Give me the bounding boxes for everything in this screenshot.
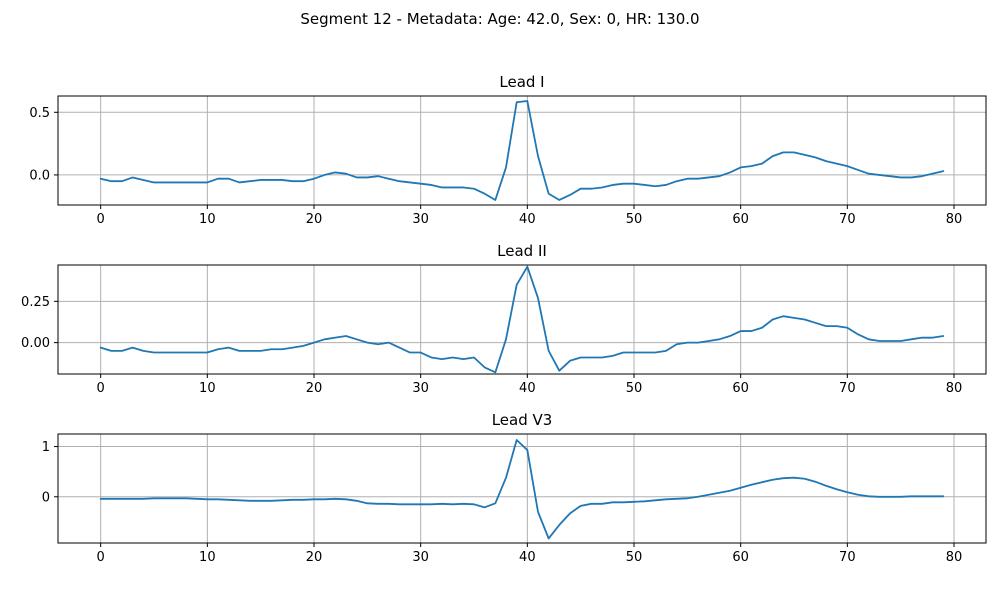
x-tick-label: 20 [306,381,323,396]
x-tick-label: 10 [199,550,216,565]
x-tick-label: 60 [732,212,749,227]
panel-title-lead-ii: Lead II [497,242,547,260]
x-tick-label: 60 [732,550,749,565]
x-tick-label: 70 [839,550,856,565]
y-tick-label: 0.25 [21,295,50,310]
x-tick-label: 80 [946,381,963,396]
x-tick-label: 70 [839,212,856,227]
ecg-trace-line [99,265,945,374]
axes-frame [57,264,987,375]
y-tick-label: 0.5 [29,106,50,121]
x-tick-label: 10 [199,381,216,396]
axes-frame [57,433,987,544]
x-tick-label: 40 [519,212,536,227]
x-tick-label: 30 [412,212,429,227]
x-tick-label: 0 [97,550,105,565]
y-tick-label: 0.0 [29,168,50,183]
x-tick-label: 30 [412,381,429,396]
x-tick-label: 20 [306,550,323,565]
panel-title-lead-v3: Lead V3 [492,411,553,429]
y-tick-label: 0.00 [21,336,50,351]
x-tick-label: 60 [732,381,749,396]
x-tick-label: 0 [97,212,105,227]
y-tick-label: 0 [42,490,50,505]
ecg-trace-line [99,100,945,201]
axes-frame [57,95,987,206]
x-tick-label: 0 [97,381,105,396]
y-tick-label: 1 [42,440,50,455]
x-tick-label: 70 [839,381,856,396]
figure-title: Segment 12 - Metadata: Age: 42.0, Sex: 0… [300,10,699,28]
panel-title-lead-i: Lead I [499,73,544,91]
x-tick-label: 50 [626,550,643,565]
panel-lead-v3: Lead V3 0 10 20 30 40 50 60 70 80 0 1 [42,411,987,565]
x-tick-label: 10 [199,212,216,227]
x-tick-label: 80 [946,212,963,227]
x-tick-label: 40 [519,550,536,565]
panel-lead-i: Lead I 0 10 20 30 40 50 60 70 80 0.0 0.5 [29,73,987,227]
x-tick-label: 50 [626,212,643,227]
ecg-trace-line [99,439,945,540]
x-tick-label: 80 [946,550,963,565]
x-tick-label: 50 [626,381,643,396]
x-tick-label: 40 [519,381,536,396]
panel-lead-ii: Lead II 0 10 20 30 40 50 60 70 80 0.00 0.25 [21,242,987,396]
x-tick-label: 30 [412,550,429,565]
x-tick-label: 20 [306,212,323,227]
